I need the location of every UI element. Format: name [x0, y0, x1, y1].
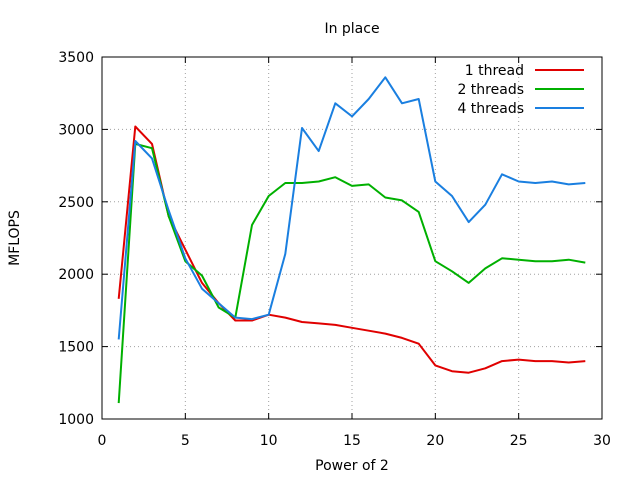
legend-label: 4 threads [457, 101, 524, 117]
legend-label: 2 threads [457, 82, 524, 98]
y-tick-label: 1000 [58, 412, 94, 428]
x-tick-label: 30 [593, 433, 611, 449]
y-tick-label: 1500 [58, 340, 94, 356]
grid-lines [102, 57, 602, 419]
legend: 1 thread 2 threads 4 threads [457, 63, 584, 117]
y-tick-label: 3500 [58, 50, 94, 66]
x-tick-label: 0 [98, 433, 107, 449]
tick-labels: 0 5 10 15 20 25 30 1000 1500 2000 2500 3000 3500 [58, 50, 611, 449]
x-tick-label: 15 [343, 433, 361, 449]
legend-label: 1 thread [465, 63, 524, 79]
x-tick-label: 10 [260, 433, 278, 449]
x-axis-label: Power of 2 [315, 458, 389, 474]
series-lines [117, 76, 586, 404]
axis-ticks [101, 56, 603, 420]
chart-title: In place [324, 21, 379, 37]
y-axis-label: MFLOPS [7, 210, 23, 266]
x-tick-label: 5 [181, 433, 190, 449]
x-tick-label: 20 [426, 433, 444, 449]
y-tick-label: 2000 [58, 267, 94, 283]
y-tick-label: 2500 [58, 195, 94, 211]
y-tick-label: 3000 [58, 122, 94, 138]
x-tick-label: 25 [510, 433, 528, 449]
series-line-2 [117, 76, 586, 340]
series-line-1 [117, 142, 586, 404]
